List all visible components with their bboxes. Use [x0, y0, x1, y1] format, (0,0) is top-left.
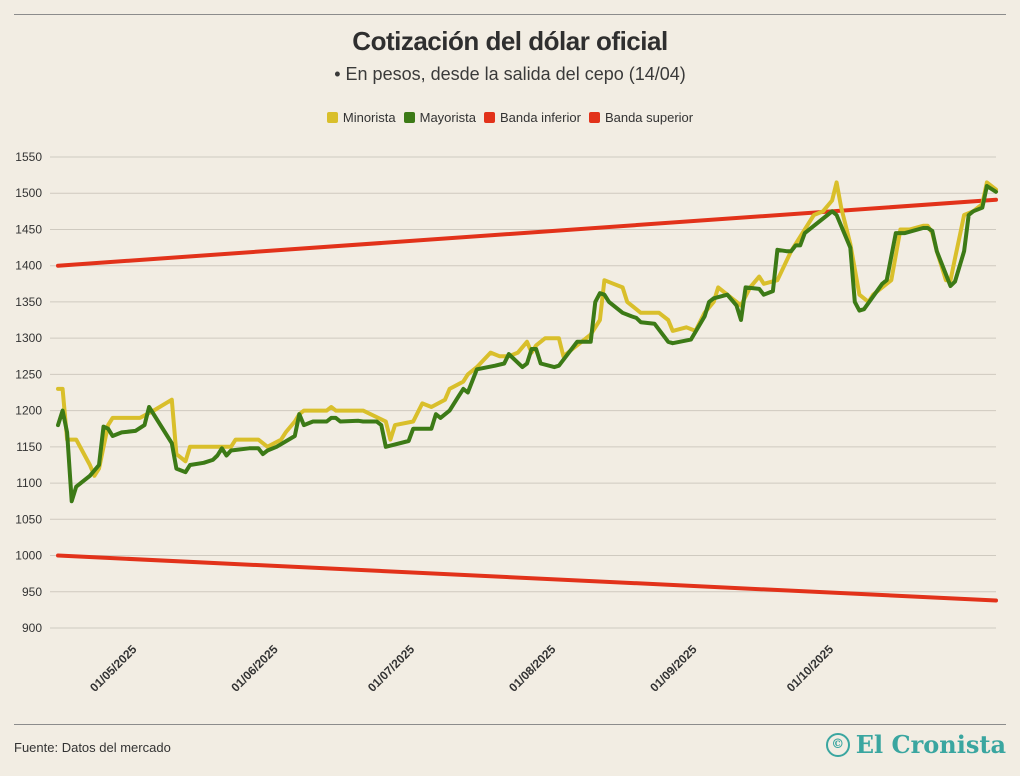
legend-label-mayorista: Mayorista [419, 110, 476, 125]
series-line-mayorista [56, 184, 998, 504]
y-tick-label: 1050 [15, 512, 42, 526]
x-tick-label: 01/07/2025 [365, 642, 418, 695]
x-tick-label: 01/06/2025 [228, 642, 281, 695]
x-tick-label: 01/05/2025 [87, 642, 140, 695]
y-tick-label: 1150 [16, 440, 42, 454]
logo-text: El Cronista [855, 730, 1006, 759]
copyright-icon: © [825, 732, 850, 757]
x-tick-label: 01/09/2025 [647, 642, 700, 695]
y-tick-label: 1500 [15, 186, 42, 200]
legend-item-mayorista[interactable]: Mayorista [403, 110, 476, 125]
x-tick-label: 01/10/2025 [784, 642, 837, 695]
y-tick-label: 1200 [15, 404, 42, 418]
legend-item-banda-inferior[interactable]: Banda inferior [483, 110, 581, 125]
bottom-rule [14, 724, 1006, 725]
y-tick-label: 1000 [15, 549, 42, 563]
legend-label-banda-superior: Banda superior [604, 110, 694, 125]
series-line-minorista [56, 180, 998, 478]
y-tick-label: 900 [22, 621, 42, 635]
chart-title: Cotización del dólar oficial [352, 26, 668, 56]
y-tick-label: 1400 [15, 259, 42, 273]
legend-label-minorista: Minorista [342, 110, 396, 125]
line-chart: 900 950 1000 1050 1100 1150 1200 1250 1300 1350 14… [15, 150, 998, 695]
legend-swatch-banda-superior [588, 112, 600, 123]
series-line-banda-inferior [56, 553, 998, 603]
legend-swatch-mayorista [403, 112, 415, 123]
legend-label-banda-inferior: Banda inferior [499, 110, 581, 125]
y-tick-label: 1350 [15, 295, 42, 309]
y-tick-label: 1450 [15, 222, 42, 236]
y-tick-label: 1100 [16, 476, 42, 490]
x-tick-label: 01/08/2025 [506, 642, 559, 695]
top-rule [14, 14, 1006, 15]
brand-logo[interactable]: © El Cronista [825, 730, 1006, 759]
series-line-banda-superior [56, 197, 998, 268]
y-tick-label: 1550 [15, 150, 42, 164]
y-tick-label: 1300 [15, 331, 42, 345]
source-note: Fuente: Datos del mercado [14, 740, 171, 755]
y-tick-label: 950 [22, 585, 42, 599]
legend-item-minorista[interactable]: Minorista [326, 110, 396, 125]
chart-subtitle: • En pesos, desde la salida del cepo (14… [334, 64, 686, 84]
y-tick-label: 1250 [15, 367, 42, 381]
legend-swatch-banda-inferior [483, 112, 495, 123]
legend-item-banda-superior[interactable]: Banda superior [588, 110, 694, 125]
chart-legend: Minorista Mayorista Banda inferior Banda… [0, 110, 1020, 125]
legend-swatch-minorista [326, 112, 338, 123]
